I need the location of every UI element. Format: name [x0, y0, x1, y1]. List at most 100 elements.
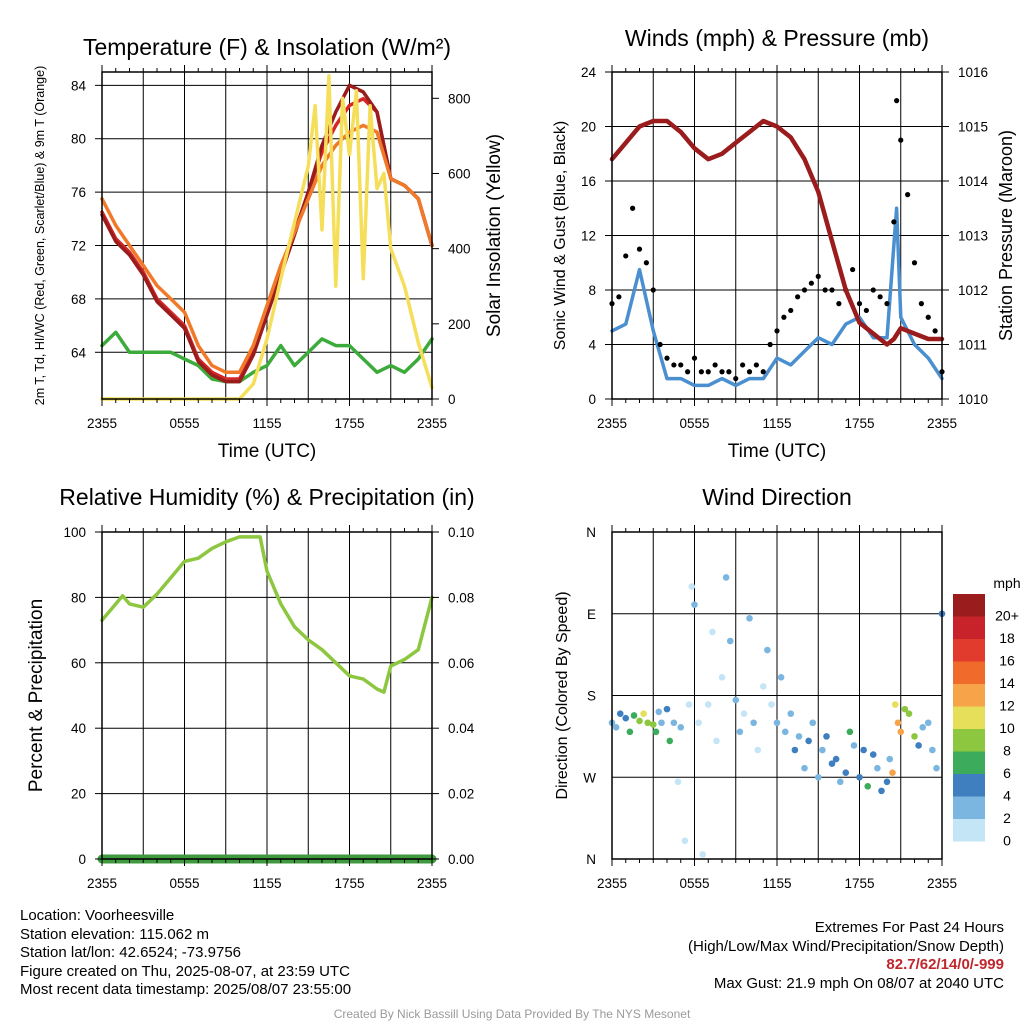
x-tick-label: 2355	[87, 416, 117, 431]
gust-point	[898, 137, 904, 143]
wind-direction-point	[915, 742, 922, 749]
chart-title: Relative Humidity (%) & Precipitation (i…	[59, 484, 474, 510]
gust-point	[671, 362, 677, 368]
legend-swatch	[953, 616, 985, 639]
x-tick-label: 2355	[417, 876, 447, 891]
wind-direction-point	[850, 742, 858, 749]
wind-direction-point	[740, 710, 748, 717]
wind-direction-point	[688, 583, 696, 590]
gust-point	[911, 260, 918, 266]
legend-swatch	[953, 706, 985, 729]
gust-point	[685, 369, 691, 375]
wind-direction-point	[663, 705, 671, 713]
x-tick-label: 0555	[169, 876, 199, 891]
x-tick-label: 2355	[927, 876, 957, 891]
x-tick-label: 2355	[597, 416, 627, 431]
y-tick-label-right: 0.00	[448, 852, 474, 867]
series-line-9m-t	[100, 123, 434, 375]
wind-direction-point	[924, 719, 932, 727]
wind-direction-point	[795, 733, 803, 740]
max-gust-text: Max Gust: 21.9 mph On 08/07 at 2040 UTC	[713, 974, 1004, 992]
y-tick-label: 16	[581, 174, 596, 189]
y-tick-label-right: 800	[448, 91, 471, 106]
gust-point	[925, 314, 931, 320]
y-tick-label: 0	[588, 392, 596, 407]
wind-direction-point	[911, 733, 918, 740]
wind-direction-point	[612, 723, 620, 731]
y-tick-label-right: 0.10	[448, 525, 474, 540]
extremes-info: Extremes For Past 24 Hours (High/Low/Max…	[688, 919, 1004, 993]
gust-point	[643, 260, 649, 266]
x-tick-label: 1755	[844, 876, 874, 891]
gust-point	[836, 301, 842, 307]
x-tick-label: 2355	[417, 416, 447, 431]
wind-direction-point	[801, 764, 808, 772]
gust-point	[726, 369, 732, 375]
wind-direction-point	[869, 751, 877, 758]
y-tick-label: W	[583, 770, 596, 785]
x-axis-label: Time (UTC)	[728, 441, 827, 462]
y-tick-label-right: 1010	[958, 392, 988, 407]
wind-direction-point	[670, 719, 678, 727]
gust-point	[822, 287, 828, 293]
gust-point	[795, 294, 801, 300]
wind-direction-point	[846, 728, 854, 736]
gust-point	[808, 280, 814, 286]
gust-point	[877, 294, 883, 300]
y-tick-label-right: 0	[448, 392, 456, 407]
wind-direction-point	[699, 851, 707, 858]
gust-point	[884, 301, 890, 307]
legend-swatch	[953, 594, 985, 617]
gust-point	[678, 362, 684, 368]
y-tick-label: 12	[581, 229, 596, 244]
y-tick-label: 60	[71, 656, 86, 671]
y-tick-label: 72	[71, 239, 86, 254]
legend-label: 12	[999, 697, 1015, 713]
wind-direction-point	[842, 769, 850, 777]
wind-direction-point	[929, 746, 936, 754]
wind-direction-point	[746, 614, 753, 622]
wind-direction-point	[622, 714, 630, 722]
wind-direction-point	[713, 737, 720, 745]
chart-panel-1: Temperature (F) & Insolation (W/m²)2355 0…	[33, 34, 505, 462]
legend-label: 16	[999, 652, 1015, 668]
series-line-sonic-wind	[610, 206, 944, 388]
legend-swatch	[953, 639, 985, 662]
extremes-values: 82.7/62/14/0/-999	[886, 956, 1004, 973]
x-tick-label: 1755	[334, 876, 364, 891]
y-axis-label-right: Solar Insolation (Yellow)	[484, 134, 505, 337]
y-tick-label-right: 1015	[958, 120, 988, 135]
x-tick-label: 2355	[927, 416, 957, 431]
wind-direction-point	[685, 701, 693, 708]
wind-direction-point	[823, 733, 830, 740]
credit-text: Created By Nick Bassill Using Data Provi…	[333, 1007, 691, 1021]
extremes-subtitle: (High/Low/Max Wind/Precipitation/Snow De…	[688, 937, 1004, 955]
wind-direction-point	[777, 674, 785, 681]
gust-point	[894, 98, 900, 104]
wind-direction-point	[933, 764, 940, 772]
x-tick-label: 1155	[762, 416, 791, 431]
wind-direction-point	[897, 728, 905, 736]
wind-direction-point	[644, 719, 652, 727]
gust-point	[623, 253, 629, 259]
wind-direction-point	[722, 574, 730, 581]
y-tick-label: E	[587, 607, 596, 622]
wind-direction-point	[889, 769, 896, 777]
y-tick-label-right: 600	[448, 166, 471, 181]
wind-direction-point	[691, 601, 698, 608]
legend-title: mph	[993, 575, 1020, 591]
gust-point	[767, 341, 773, 348]
wind-direction-point	[874, 764, 881, 772]
legend-label: 20+	[995, 607, 1019, 623]
y-tick-label-right: 1013	[958, 229, 988, 244]
series-line-pressure	[609, 118, 945, 347]
gust-point	[815, 273, 821, 279]
wind-direction-point	[864, 783, 872, 790]
wind-direction-point	[781, 728, 789, 736]
wind-direction-point	[856, 773, 863, 781]
x-tick-label: 2355	[87, 876, 117, 891]
wind-direction-point	[681, 837, 689, 845]
legend-swatch	[953, 774, 985, 797]
y-axis-label: Percent & Precipitation	[26, 599, 47, 792]
